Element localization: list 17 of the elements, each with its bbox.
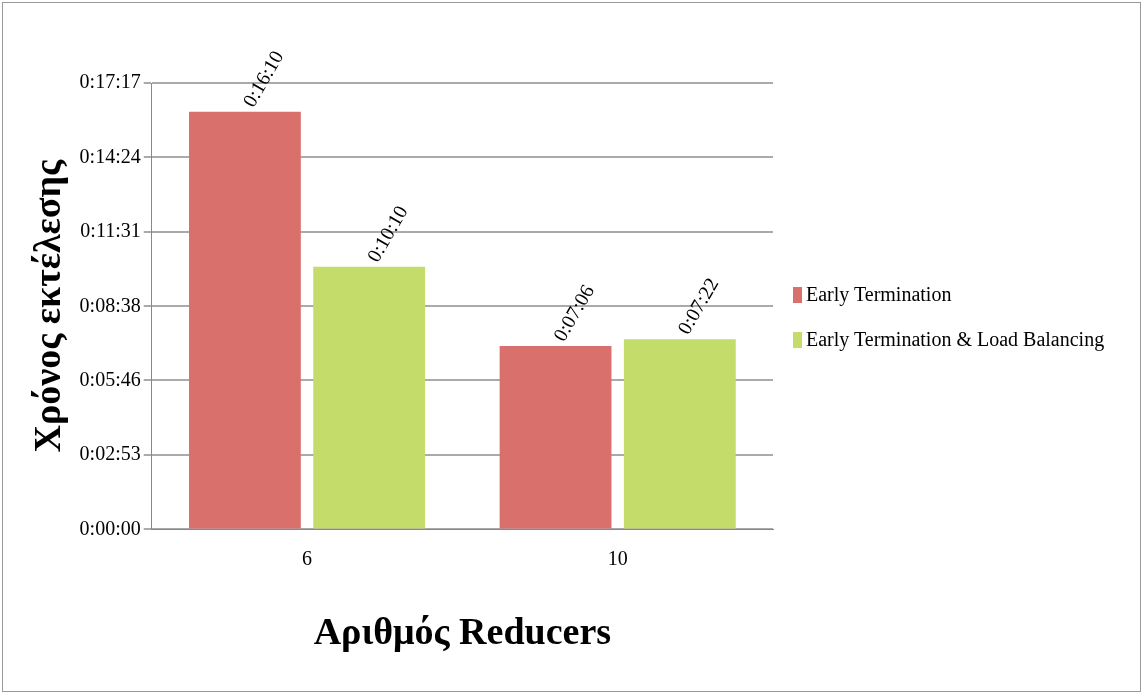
bar [188, 111, 301, 529]
bar [623, 339, 736, 529]
y-axis-title: Χρόνος εκτέλεσης [25, 158, 68, 453]
y-tick-label: 0:14:24 [79, 144, 141, 167]
y-tick-label: 0:02:53 [79, 442, 141, 465]
y-tick-label: 0:08:38 [79, 293, 141, 316]
y-tick-label: 0:17:17 [79, 70, 141, 93]
y-tick-label: 0:00:00 [79, 516, 141, 539]
bar [499, 346, 612, 529]
x-tick-label: 6 [302, 546, 313, 569]
x-axis-title: Αριθμός Reducers [313, 610, 612, 653]
bar [313, 266, 426, 529]
legend-label: Early Termination & Load Balancing [806, 328, 1105, 351]
x-tick-label: 10 [607, 546, 628, 569]
y-tick-label: 0:11:31 [80, 219, 141, 242]
y-tick-label: 0:05:46 [79, 367, 141, 390]
legend-label: Early Termination [806, 283, 952, 306]
